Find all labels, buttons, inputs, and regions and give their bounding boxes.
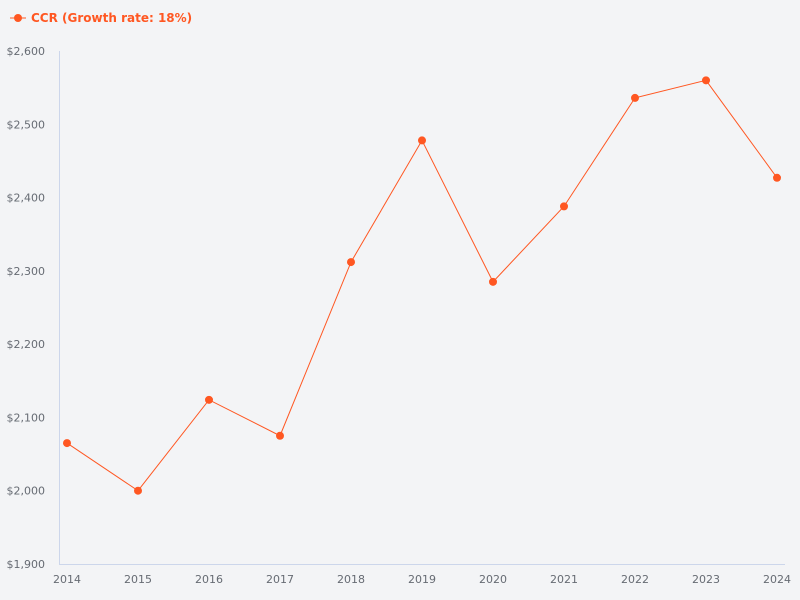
y-tick-label: $2,500 bbox=[7, 118, 46, 131]
data-point[interactable] bbox=[205, 395, 213, 404]
data-point[interactable] bbox=[276, 431, 284, 440]
data-point[interactable] bbox=[347, 258, 355, 267]
x-tick-label: 2014 bbox=[53, 573, 81, 586]
data-point[interactable] bbox=[489, 277, 497, 286]
x-tick-label: 2017 bbox=[266, 573, 294, 586]
x-tick-label: 2019 bbox=[408, 573, 436, 586]
x-tick-label: 2024 bbox=[763, 573, 791, 586]
x-tick-label: 2021 bbox=[550, 573, 578, 586]
y-tick-label: $2,100 bbox=[7, 411, 46, 424]
y-tick-label: $2,600 bbox=[7, 45, 46, 58]
x-tick-label: 2016 bbox=[195, 573, 223, 586]
data-point[interactable] bbox=[631, 93, 639, 102]
y-tick-label: $1,900 bbox=[7, 558, 46, 571]
data-point[interactable] bbox=[702, 76, 710, 85]
y-tick-label: $2,200 bbox=[7, 338, 46, 351]
data-point[interactable] bbox=[418, 136, 426, 145]
y-tick-label: $2,000 bbox=[7, 485, 46, 498]
data-point[interactable] bbox=[63, 439, 71, 448]
data-point[interactable] bbox=[560, 202, 568, 211]
y-tick-label: $2,400 bbox=[7, 192, 46, 205]
data-point[interactable] bbox=[134, 486, 142, 495]
legend-marker-icon bbox=[14, 14, 22, 22]
legend-label: CCR (Growth rate: 18%) bbox=[31, 11, 192, 25]
x-tick-label: 2022 bbox=[621, 573, 649, 586]
x-tick-label: 2015 bbox=[124, 573, 152, 586]
y-tick-label: $2,300 bbox=[7, 265, 46, 278]
legend[interactable]: CCR (Growth rate: 18%) bbox=[10, 11, 192, 25]
x-tick-label: 2018 bbox=[337, 573, 365, 586]
x-tick-label: 2023 bbox=[692, 573, 720, 586]
x-tick-label: 2020 bbox=[479, 573, 507, 586]
data-point[interactable] bbox=[773, 173, 781, 182]
